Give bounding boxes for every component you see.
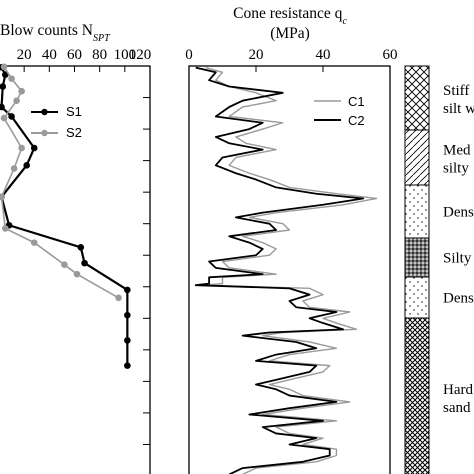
series-s2-point (73, 270, 81, 278)
series-s1-point (8, 113, 15, 120)
cone-resistance-title: Cone resistance qc (233, 5, 347, 27)
cone-resistance-unit: (MPa) (270, 25, 310, 42)
cone-resistance-x-tick-label: 20 (249, 47, 264, 63)
legend-s1-label: S1 (66, 104, 82, 119)
legend-c2-label: C2 (348, 113, 365, 128)
series-c2-profile (194, 66, 365, 474)
cone-resistance-x-tick-label: 0 (185, 47, 193, 63)
series-s2-point (18, 87, 25, 95)
series-s2-point (0, 114, 8, 122)
series-s2-point (18, 144, 25, 152)
blow-count-legend: S1 S2 (31, 104, 82, 140)
cone-resistance-legend: C1 C2 (314, 94, 365, 128)
series-s1-line (0, 66, 129, 366)
soil-layer-label: Hard (443, 382, 473, 398)
cone-resistance-plot-frame (188, 65, 391, 474)
blow-count-x-tick-label: 80 (92, 47, 107, 63)
blow-count-x-tick-label: 20 (17, 47, 32, 63)
blow-count-title: Blow counts NSPT (0, 22, 111, 44)
blow-count-x-tick-label: 120 (129, 47, 152, 63)
soil-layer-label-line2: sand (443, 400, 471, 416)
series-s2-point (13, 97, 20, 104)
soil-layer-label-line2: silt w (443, 101, 474, 117)
series-s1-point (1, 71, 9, 78)
legend-s1-marker (41, 108, 48, 116)
series-s1-point (124, 286, 131, 294)
soil-layer-label: Dens (443, 291, 474, 307)
legend-s2-marker (41, 129, 48, 137)
blow-count-x-tick-label: 100 (114, 47, 137, 63)
soil-layer-label: Silty (443, 251, 472, 267)
series-s1-point (124, 337, 131, 344)
blow-count-series (0, 63, 131, 369)
blow-count-y-ticks (143, 65, 150, 445)
series-s2-point (30, 239, 38, 246)
soil-layer-swatch (404, 129, 430, 186)
series-s1-point (0, 103, 5, 111)
cone-resistance-x-tick-label: 60 (383, 47, 398, 63)
cone-resistance-x-ticks: 0 20 40 60 (185, 47, 398, 72)
soil-layer-label: Stiff (443, 83, 469, 99)
soil-layer-swatch (404, 65, 430, 131)
series-c1-profile (201, 66, 378, 474)
soil-layer-label-line2: silty (443, 161, 469, 177)
soil-layer-label: Med (443, 143, 471, 159)
soil-layer-label: Dens (443, 205, 474, 221)
series-s1-point (0, 83, 7, 90)
soil-profile-column: Stiff silt w Med silty Dens Silty Dens Hard sand (404, 65, 474, 474)
series-s1-point (23, 162, 30, 169)
series-s2-point (115, 294, 122, 302)
soil-layer-swatch (404, 276, 430, 319)
soil-layer-swatch (404, 184, 430, 239)
series-s2-point (61, 261, 68, 268)
series-s1-point (124, 311, 131, 319)
series-s2-point (1, 225, 9, 232)
legend-c1-label: C1 (348, 94, 365, 109)
cone-resistance-panel: Cone resistance qc (MPa) 0 20 40 60 C1 C2 (185, 5, 398, 474)
series-s1-point (77, 244, 85, 251)
series-s2-point (0, 193, 5, 201)
soil-layer-swatch (404, 237, 430, 278)
series-s1-point (81, 259, 88, 267)
series-s2-point (8, 75, 15, 82)
cone-resistance-x-tick-label: 40 (316, 47, 331, 63)
blow-count-plot-frame (0, 65, 151, 474)
legend-s2-label: S2 (66, 125, 82, 140)
blow-count-x-tick-label: 40 (42, 47, 57, 63)
series-s2-point (10, 165, 18, 172)
cone-resistance-series (194, 66, 378, 474)
series-s2-point (0, 63, 8, 71)
blow-count-x-tick-label: 60 (67, 47, 82, 63)
series-s1-point (30, 144, 38, 152)
soil-layer-swatch (404, 317, 430, 474)
series-s1-point (124, 362, 131, 369)
